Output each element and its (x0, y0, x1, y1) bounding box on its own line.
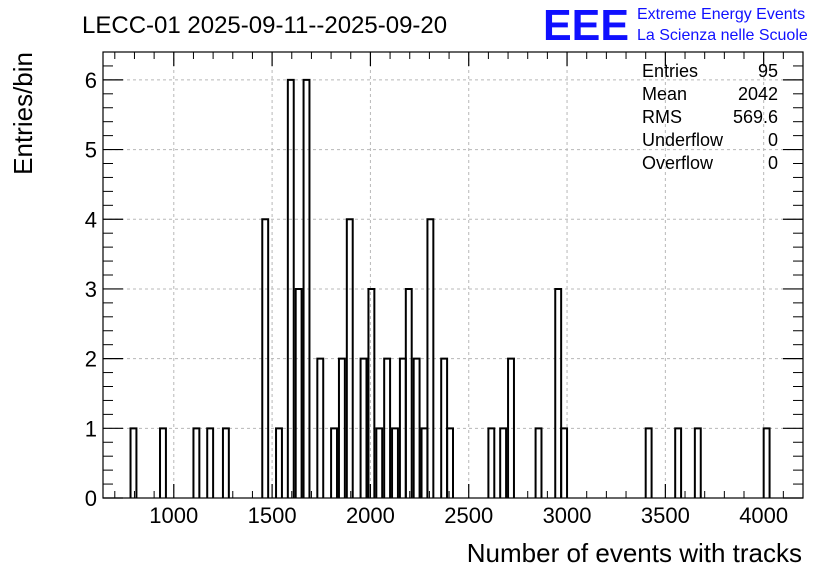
y-tick-label: 5 (85, 138, 97, 163)
histogram-bin (316, 357, 325, 498)
histogram-bin (487, 427, 496, 498)
stats-box: Entries 95 Mean 2042 RMS 569.6 Underflow 0 Overf… (642, 61, 778, 173)
histogram-bin (345, 218, 354, 498)
y-axis-label: Entries/bin (8, 52, 38, 175)
x-tick-label: 3000 (543, 503, 592, 528)
logo-line-2: La Scienza nelle Scuole (637, 27, 808, 44)
axis-ticks: 1000 1500 2000 2500 3000 3500 4000 0 1 2 3 4 5 6 (85, 52, 804, 528)
histogram-bin (554, 287, 563, 498)
y-tick-label: 4 (85, 207, 97, 232)
histogram-bin (375, 427, 384, 498)
histogram-bin (383, 357, 392, 498)
histogram-bin (367, 287, 376, 498)
histogram-bin (206, 427, 215, 498)
histogram-bin (129, 427, 138, 498)
stats-value: 569.6 (733, 107, 778, 127)
stats-label: Underflow (642, 130, 724, 150)
y-tick-label: 6 (85, 68, 97, 93)
histogram-bin (286, 78, 295, 498)
histogram-bin (330, 427, 338, 498)
stats-label: Mean (642, 84, 687, 104)
histogram-bin (534, 427, 543, 498)
histogram-bin (499, 427, 508, 498)
histogram-bin (762, 427, 771, 498)
histogram-bin (674, 427, 683, 498)
histogram-bin (507, 357, 515, 498)
stats-label: Overflow (642, 153, 714, 173)
histogram-bin (159, 427, 167, 498)
y-tick-label: 3 (85, 277, 97, 302)
y-tick-label: 2 (85, 347, 97, 372)
stats-value: 2042 (738, 84, 778, 104)
x-tick-label: 1000 (149, 503, 198, 528)
chart-title: LECC-01 2025-09-11--2025-09-20 (82, 12, 447, 39)
histogram-bin (359, 357, 368, 498)
histogram-bin (426, 218, 435, 498)
logo-mark: EEE (543, 1, 629, 50)
histogram-bins (129, 78, 771, 498)
histogram-bin (221, 427, 230, 498)
stats-value: 95 (758, 61, 778, 81)
x-tick-label: 3500 (641, 503, 690, 528)
x-tick-label: 2000 (346, 503, 395, 528)
histogram-bin (404, 287, 413, 498)
x-tick-label: 4000 (739, 503, 788, 528)
stats-value: 0 (768, 130, 778, 150)
histogram-bin (192, 427, 201, 498)
histogram-bin (294, 287, 303, 498)
stats-value: 0 (768, 153, 778, 173)
histogram-bin (446, 427, 454, 498)
histogram-bin (337, 357, 346, 498)
histogram-bin (391, 427, 399, 498)
histogram-bin (412, 357, 421, 498)
x-tick-label: 1500 (248, 503, 297, 528)
histogram-bin (693, 427, 702, 498)
stats-label: Entries (642, 61, 698, 81)
x-axis-label: Number of events with tracks (467, 538, 802, 568)
y-tick-label: 0 (85, 486, 97, 511)
stats-label: RMS (642, 107, 682, 127)
histogram-bin (644, 427, 653, 498)
logo-line-1: Extreme Energy Events (637, 6, 805, 23)
y-tick-label: 1 (85, 416, 97, 441)
histogram-bin (302, 78, 311, 498)
histogram-bin (275, 427, 283, 498)
x-tick-label: 2500 (444, 503, 493, 528)
histogram-bin (560, 427, 569, 498)
eee-logo: EEE Extreme Energy Events La Scienza nel… (543, 1, 808, 50)
histogram-bin (261, 218, 270, 498)
